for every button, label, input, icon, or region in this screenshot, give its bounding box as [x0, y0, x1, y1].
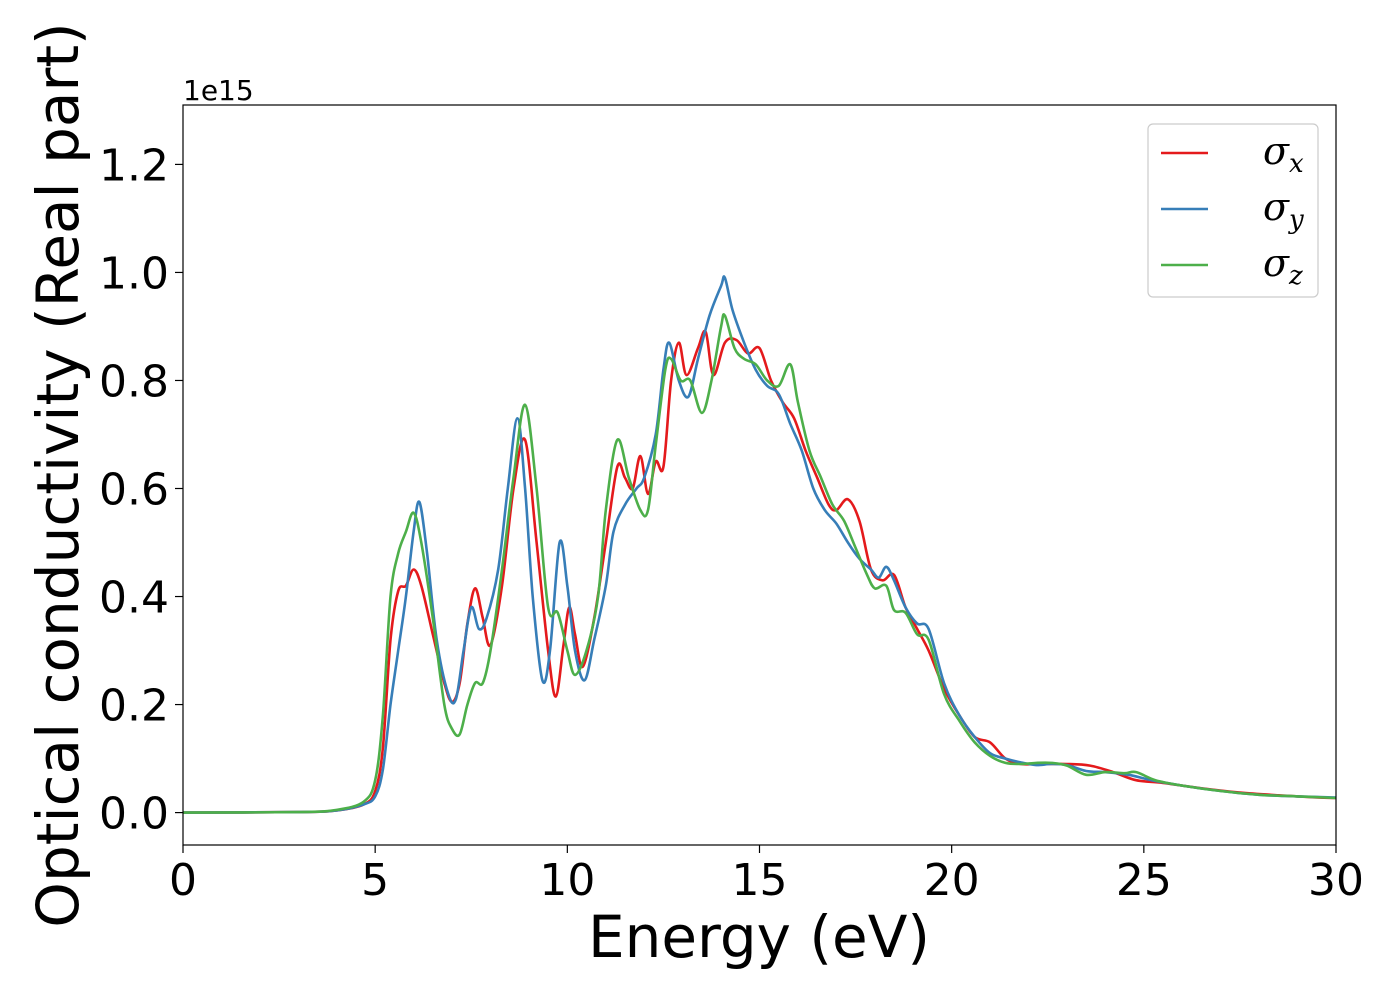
x-tick-label: 5 — [361, 855, 389, 906]
x-axis-label: Energy (eV) — [588, 903, 930, 971]
plot-lines — [182, 275, 1337, 814]
y-tick-label: 0.2 — [99, 681, 169, 732]
y-tick-label: 1.0 — [99, 248, 169, 299]
x-tick-label: 15 — [732, 855, 788, 906]
x-tick-label: 10 — [539, 855, 595, 906]
y-tick-label: 0.0 — [99, 789, 169, 840]
y-axis-label: Optical conductivity (Real part) — [24, 22, 92, 927]
x-tick-label: 0 — [169, 855, 197, 906]
y-tick-label: 0.6 — [99, 465, 169, 516]
y-tick-label: 0.4 — [99, 573, 169, 624]
y-axis: 0.0 0.2 0.4 0.6 0.8 1.0 1.2 — [99, 140, 183, 840]
series-line-z — [182, 313, 1337, 814]
series-line-y — [182, 275, 1337, 814]
legend-box — [1147, 123, 1319, 298]
x-axis: 0 5 10 15 20 25 30 — [169, 845, 1364, 906]
y-tick-label: 0.8 — [99, 356, 169, 407]
x-tick-label: 25 — [1116, 855, 1172, 906]
y-tick-label: 1.2 — [99, 140, 169, 191]
x-tick-label: 30 — [1308, 855, 1364, 906]
y-offset-label: 1e15 — [183, 74, 254, 107]
x-tick-label: 20 — [924, 855, 980, 906]
